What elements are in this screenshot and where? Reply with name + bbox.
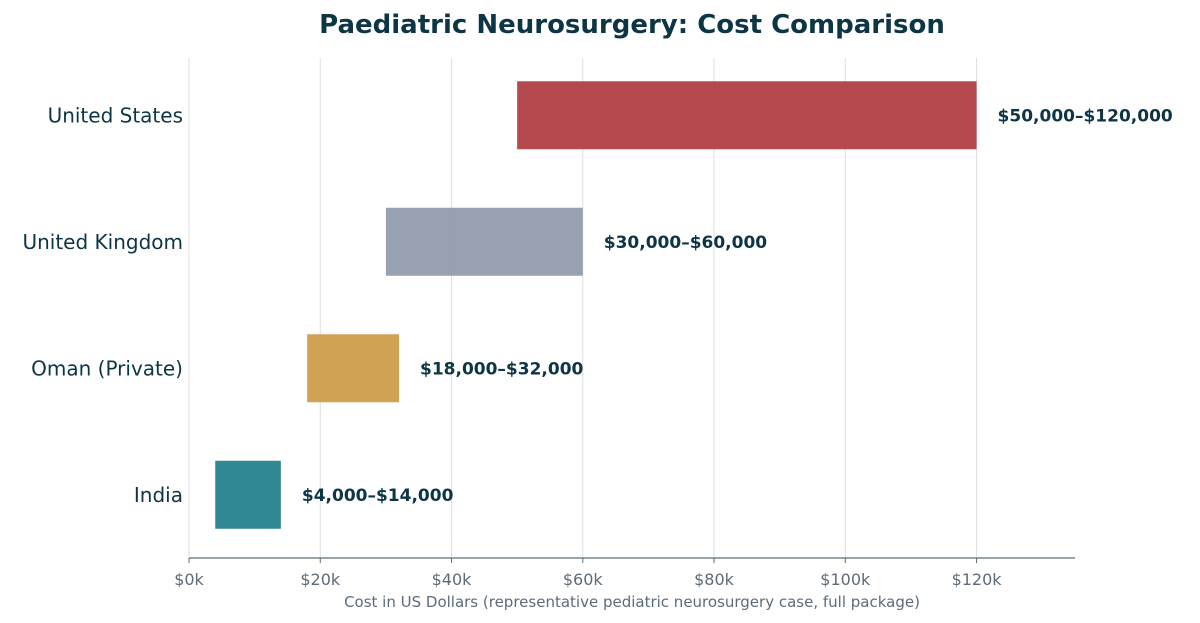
category-label: Oman (Private) bbox=[31, 356, 183, 380]
category-label: United States bbox=[48, 103, 183, 127]
x-tick-label: $60k bbox=[563, 570, 604, 589]
x-tick-label: $120k bbox=[952, 570, 1003, 589]
label-layer: United States $50,000–$120,000 United King… bbox=[22, 103, 1172, 507]
range-bar bbox=[307, 334, 400, 403]
x-tick-label: $80k bbox=[694, 570, 735, 589]
range-bar bbox=[385, 207, 583, 276]
x-tick-label: $100k bbox=[820, 570, 871, 589]
x-tick-label: $20k bbox=[300, 570, 341, 589]
x-tick-label: $0k bbox=[174, 570, 204, 589]
value-label: $30,000–$60,000 bbox=[604, 233, 768, 253]
range-bar bbox=[517, 81, 977, 150]
value-label: $18,000–$32,000 bbox=[420, 359, 584, 379]
x-axis: $0k $20k $40k $60k $80k $100k $120k bbox=[174, 557, 1075, 589]
chart-title: Paediatric Neurosurgery: Cost Comparison bbox=[319, 10, 945, 40]
category-label: United Kingdom bbox=[22, 230, 183, 254]
category-label: India bbox=[134, 483, 183, 507]
range-bar bbox=[215, 460, 281, 529]
x-axis-title: Cost in US Dollars (representative pedia… bbox=[344, 593, 920, 611]
value-label: $4,000–$14,000 bbox=[302, 486, 454, 506]
bar-layer bbox=[215, 81, 977, 529]
value-label: $50,000–$120,000 bbox=[998, 106, 1173, 126]
x-tick-label: $40k bbox=[432, 570, 473, 589]
